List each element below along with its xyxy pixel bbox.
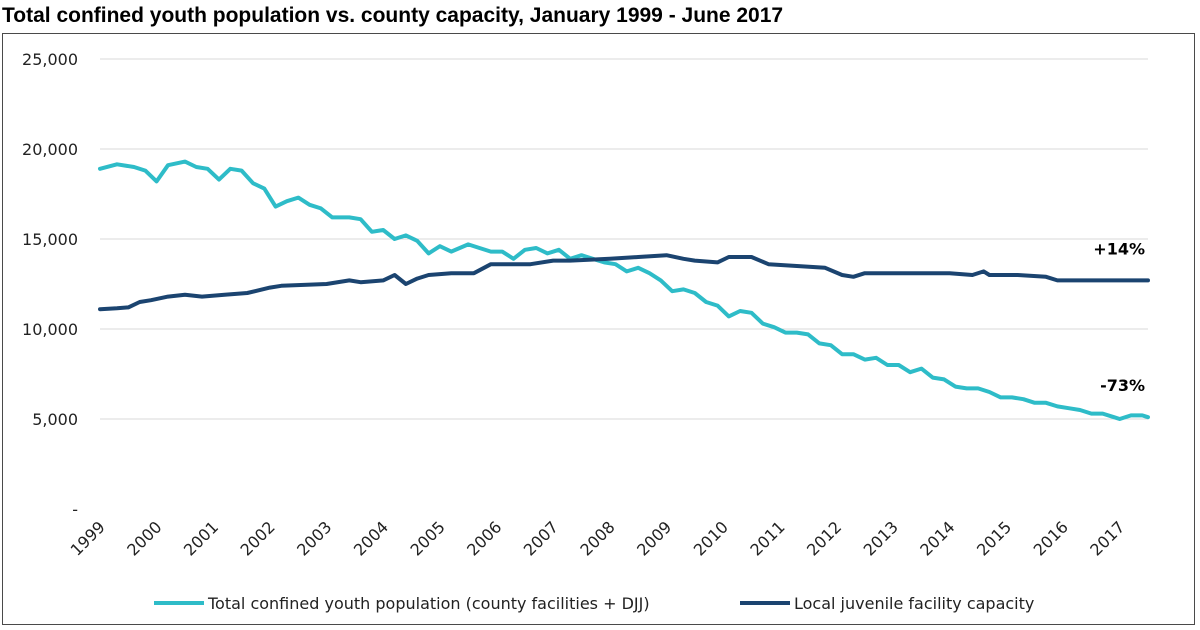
x-tick-label-2006: 2006	[463, 517, 505, 559]
series-line-1	[98, 159, 1150, 421]
x-tick-label-2008: 2008	[576, 517, 618, 559]
gridlines	[100, 58, 1148, 420]
x-tick-label-2005: 2005	[406, 517, 448, 559]
x-tick-label-2004: 2004	[350, 517, 392, 559]
series-lines	[98, 159, 1150, 421]
x-tick-label-2007: 2007	[520, 517, 562, 559]
x-tick-label-2011: 2011	[746, 517, 788, 559]
x-tick-label-2002: 2002	[237, 517, 279, 559]
x-tick-label-2012: 2012	[803, 517, 845, 559]
series-line-2	[98, 253, 1150, 312]
y-tick-label-20000: 20,000	[22, 140, 78, 159]
x-tick-label-2015: 2015	[973, 517, 1015, 559]
x-tick-label-2010: 2010	[690, 517, 732, 559]
y-tick-label-5000: 5,000	[32, 410, 78, 429]
x-tick-label-2017: 2017	[1086, 517, 1128, 559]
y-tick-label-25000: 25,000	[22, 50, 78, 69]
y-axis-ticks: - 5,000 10,000 15,000 20,000 25,000	[22, 50, 78, 519]
x-tick-label-2016: 2016	[1030, 517, 1072, 559]
y-tick-label-0: -	[72, 500, 78, 519]
x-tick-label-2001: 2001	[180, 517, 222, 559]
x-tick-label-1999: 1999	[67, 517, 109, 559]
x-tick-label-2009: 2009	[633, 517, 675, 559]
chart-title: Total confined youth population vs. coun…	[2, 4, 784, 27]
x-tick-label-2000: 2000	[123, 517, 165, 559]
legend-label-1: Total confined youth population (county …	[207, 594, 650, 613]
legend: Total confined youth population (county …	[154, 594, 1034, 613]
x-tick-label-2013: 2013	[860, 517, 902, 559]
y-tick-label-10000: 10,000	[22, 320, 78, 339]
legend-label-2: Local juvenile facility capacity	[794, 594, 1034, 613]
x-axis-ticks: 1999 2000 2001 2002 2003 2004 2005 2006 2007 2008…	[67, 517, 1129, 559]
series-annotation-2: +14%	[1093, 239, 1145, 258]
x-tick-label-2003: 2003	[293, 517, 335, 559]
x-tick-label-2014: 2014	[916, 517, 958, 559]
y-tick-label-15000: 15,000	[22, 230, 78, 249]
series-annotations: -73% +14%	[1093, 239, 1145, 395]
chart-frame	[2, 33, 1195, 625]
series-annotation-1: -73%	[1100, 376, 1145, 395]
